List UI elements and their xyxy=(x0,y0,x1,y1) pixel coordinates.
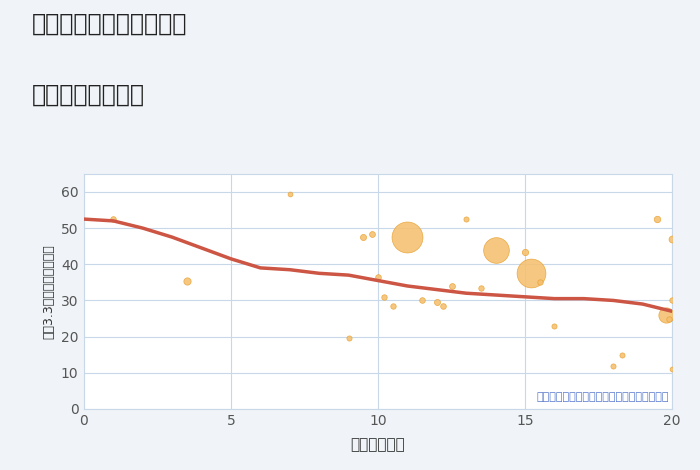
Point xyxy=(534,279,545,286)
Point xyxy=(378,293,389,301)
Point xyxy=(661,311,672,319)
Point xyxy=(664,315,675,322)
Point xyxy=(181,277,193,284)
Y-axis label: 坪（3.3㎡）単価（万円）: 坪（3.3㎡）単価（万円） xyxy=(42,244,55,339)
Point xyxy=(666,235,678,243)
Point xyxy=(446,282,457,290)
Point xyxy=(549,322,560,329)
Text: 奈良県奈良市三松ヶ丘の: 奈良県奈良市三松ヶ丘の xyxy=(32,12,187,36)
Point xyxy=(617,351,628,359)
Point xyxy=(666,297,678,304)
Point xyxy=(367,230,378,237)
Text: 駅距離別土地価格: 駅距離別土地価格 xyxy=(32,82,144,106)
Point xyxy=(284,190,295,197)
Point xyxy=(108,215,119,223)
Point xyxy=(666,365,678,373)
Point xyxy=(372,273,384,281)
Point xyxy=(358,234,369,241)
Point xyxy=(416,297,428,304)
Point xyxy=(431,298,442,306)
Point xyxy=(608,362,619,369)
Point xyxy=(652,215,663,223)
Point xyxy=(475,284,486,291)
Text: 円の大きさは、取引のあった物件面積を示す: 円の大きさは、取引のあった物件面積を示す xyxy=(537,392,669,402)
Point xyxy=(519,248,531,255)
Point xyxy=(343,335,354,342)
Point xyxy=(437,302,448,310)
Point xyxy=(490,246,501,254)
Point xyxy=(387,302,398,310)
Point xyxy=(461,215,472,223)
Point xyxy=(525,270,536,277)
X-axis label: 駅距離（分）: 駅距離（分） xyxy=(351,437,405,452)
Point xyxy=(402,234,413,241)
